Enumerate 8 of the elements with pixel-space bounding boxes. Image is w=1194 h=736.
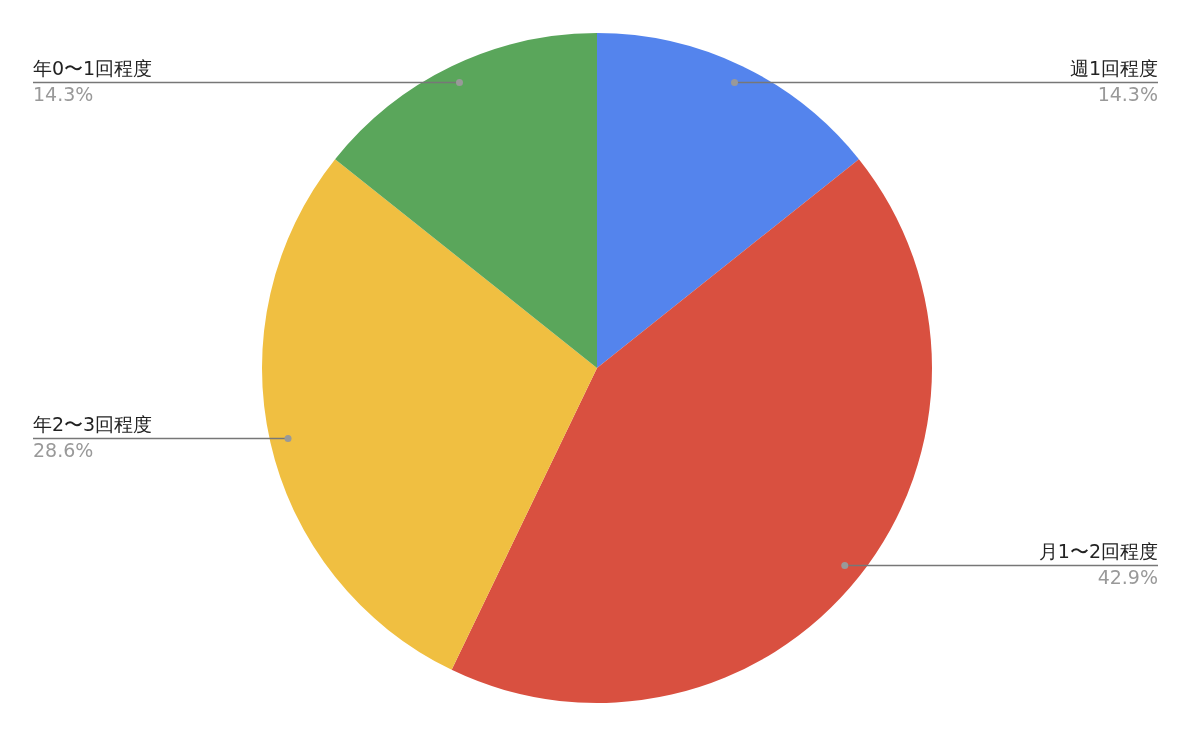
slice-label: 年2〜3回程度 (33, 412, 153, 435)
slice-label: 月1〜2回程度 (1038, 540, 1158, 563)
data-label: 42.9% (1097, 566, 1158, 589)
data-label: 14.3% (33, 82, 94, 105)
slice-label: 年0〜1回程度 (33, 56, 153, 79)
data-label: 28.6% (33, 438, 94, 461)
slice-label: 週1回程度 (1069, 56, 1158, 79)
data-label: 14.3% (1097, 82, 1158, 105)
